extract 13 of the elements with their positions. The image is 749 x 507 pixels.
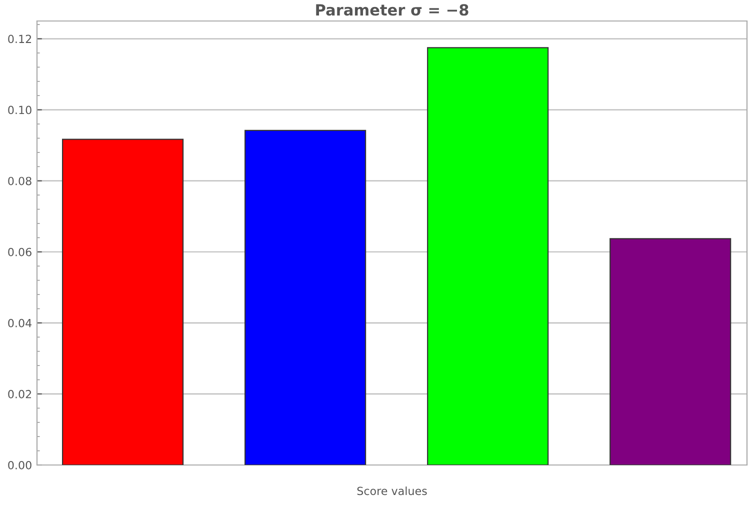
y-tick-label: 0.04 <box>8 318 32 328</box>
y-tick-label: 0.12 <box>8 34 32 44</box>
y-tick-label: 0.08 <box>8 176 32 186</box>
x-axis-title: Score values <box>357 486 427 496</box>
y-tick-label: 0.02 <box>8 390 32 398</box>
y-tick-label: 0.06 <box>8 248 32 256</box>
y-tick-label: 0.00 <box>8 460 32 470</box>
chart-title: Parameter σ = −8 <box>316 4 468 16</box>
bar <box>62 138 184 465</box>
y-tick-label: 0.10 <box>8 106 32 114</box>
bar <box>244 130 366 465</box>
bar <box>610 238 732 465</box>
bar <box>427 47 549 465</box>
